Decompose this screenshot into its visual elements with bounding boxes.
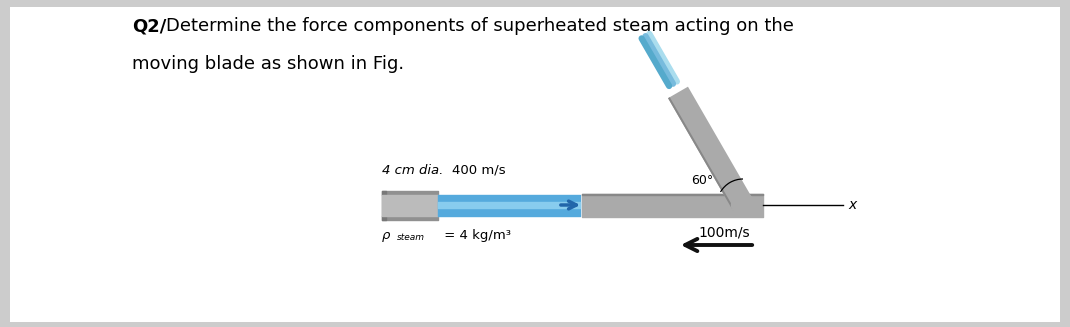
Text: moving blade as shown in Fig.: moving blade as shown in Fig. <box>132 55 404 73</box>
Polygon shape <box>668 97 735 211</box>
Text: x: x <box>849 198 856 212</box>
Text: 60°: 60° <box>691 174 714 186</box>
Text: Determine the force components of superheated steam acting on the: Determine the force components of superh… <box>166 17 794 35</box>
Text: steam: steam <box>397 232 425 242</box>
Text: 4 cm dia.: 4 cm dia. <box>382 164 443 177</box>
Text: = 4 kg/m³: = 4 kg/m³ <box>440 230 511 243</box>
Text: Q2/: Q2/ <box>132 17 166 35</box>
Text: 400 m/s: 400 m/s <box>452 164 506 177</box>
Circle shape <box>732 194 754 216</box>
Text: ρ: ρ <box>382 230 391 243</box>
FancyBboxPatch shape <box>10 7 1060 322</box>
Text: 100m/s: 100m/s <box>699 225 750 239</box>
Polygon shape <box>668 87 753 211</box>
